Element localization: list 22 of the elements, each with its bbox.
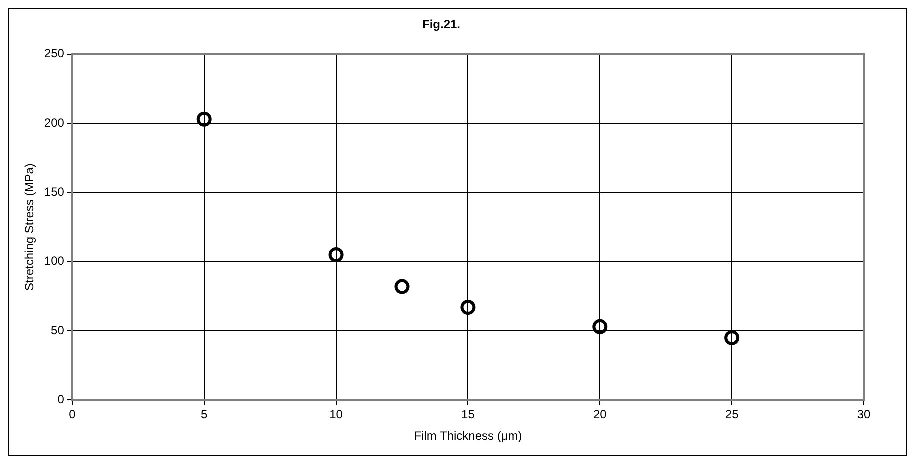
point bbox=[196, 112, 212, 127]
point bbox=[460, 300, 476, 316]
y-tick-label: 0 bbox=[58, 392, 65, 407]
x-tick-label: 30 bbox=[857, 408, 871, 422]
x-tick-label: 5 bbox=[201, 408, 208, 422]
point bbox=[724, 330, 740, 346]
point bbox=[394, 279, 410, 294]
chart-title: Fig.21. bbox=[422, 18, 461, 32]
y-tick-label: 150 bbox=[44, 185, 65, 200]
point bbox=[592, 319, 608, 334]
point bbox=[328, 247, 344, 262]
y-tick-label: 100 bbox=[44, 254, 65, 268]
x-tick-label: 10 bbox=[330, 408, 344, 422]
y-tick-label: 50 bbox=[51, 323, 65, 338]
y-axis-title: Stretching Stress (MPa) bbox=[22, 164, 37, 291]
x-tick-label: 0 bbox=[69, 408, 76, 422]
x-tick-label: 25 bbox=[725, 408, 740, 422]
x-tick-label: 15 bbox=[462, 408, 476, 422]
x-axis-title: Film Thickness (μm) bbox=[414, 429, 522, 444]
x-tick-label: 20 bbox=[593, 408, 608, 422]
y-tick-label: 200 bbox=[44, 116, 65, 130]
y-tick-label: 250 bbox=[44, 46, 65, 61]
